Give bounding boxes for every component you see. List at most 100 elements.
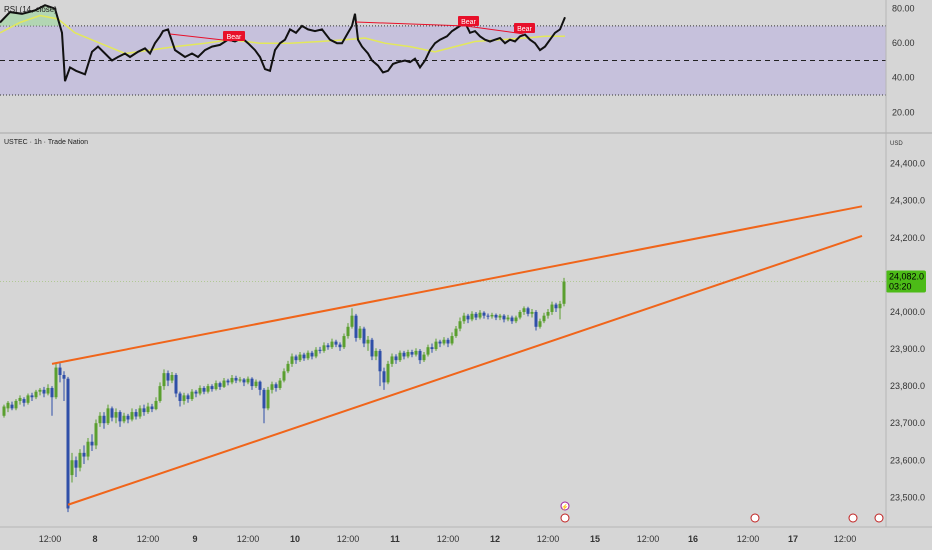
- candle-body: [30, 395, 34, 398]
- price-tick-label: 24,400.0: [890, 159, 925, 169]
- candle: [82, 445, 86, 464]
- candle: [530, 308, 534, 318]
- candle-body: [162, 373, 166, 387]
- bear-label-3-box[interactable]: [514, 23, 535, 33]
- candle: [86, 438, 90, 461]
- candle-body: [218, 383, 222, 387]
- last-price-tag: [886, 270, 926, 293]
- rsi-panel[interactable]: Bear Bear Bear RSI (14, close) 80.00 60.0…: [0, 4, 915, 118]
- candle-body: [206, 386, 210, 392]
- rsi-indicator-label[interactable]: RSI (14, close): [4, 5, 57, 14]
- candle: [78, 449, 82, 472]
- candle: [130, 408, 134, 422]
- candle: [246, 376, 250, 385]
- candle-body: [558, 303, 562, 309]
- us-event-flag-icon[interactable]: [750, 513, 760, 523]
- candle-body: [378, 350, 382, 372]
- candle-body: [246, 378, 250, 383]
- symbol-label[interactable]: USTEC · 1h · Trade Nation: [4, 139, 88, 146]
- bear-label-2: Bear: [461, 19, 476, 26]
- candle-body: [282, 371, 286, 381]
- rsi-overbought-fill: [0, 5, 62, 26]
- upper-wedge-trendline[interactable]: [51, 205, 863, 365]
- rsi-tick-label: 60.00: [892, 38, 915, 48]
- candle: [270, 381, 274, 394]
- candle: [394, 354, 398, 364]
- candle: [50, 386, 54, 416]
- candle-body: [398, 352, 402, 361]
- wedge-trendlines[interactable]: [51, 205, 863, 506]
- price-tick-label: 24,300.0: [890, 196, 925, 206]
- candle: [342, 333, 346, 350]
- lightning-event-icon[interactable]: [560, 501, 570, 511]
- candle: [486, 313, 490, 320]
- lower-wedge-trendline[interactable]: [67, 235, 863, 506]
- candle: [106, 404, 110, 426]
- candle: [542, 312, 546, 324]
- candle-body: [238, 379, 242, 381]
- us-event-flag-icon[interactable]: [848, 513, 858, 523]
- candle: [410, 349, 414, 358]
- candle: [370, 337, 374, 361]
- candle-body: [534, 311, 538, 327]
- candle: [558, 300, 562, 320]
- candle: [318, 346, 322, 354]
- candle-body: [418, 350, 422, 361]
- candle-body: [242, 379, 246, 383]
- candle-body: [270, 384, 274, 390]
- bear-label-3: Bear: [517, 26, 532, 33]
- us-event-flag-icon[interactable]: [874, 513, 884, 523]
- candle-body: [454, 328, 458, 337]
- candle: [526, 306, 530, 317]
- us-event-flag-icon[interactable]: [560, 513, 570, 523]
- candle: [450, 332, 454, 346]
- candle-body: [494, 314, 498, 318]
- time-tick-label: 9: [192, 534, 197, 544]
- candle: [238, 376, 242, 383]
- candle: [470, 311, 474, 322]
- candle-body: [278, 380, 282, 388]
- candle: [54, 363, 58, 400]
- candle-body: [150, 406, 154, 410]
- candle-body: [562, 281, 566, 304]
- candle: [418, 349, 422, 364]
- candle-body: [10, 404, 14, 409]
- time-tick-label: 12:00: [137, 534, 160, 544]
- candle-body: [386, 363, 390, 383]
- candle-body: [6, 402, 10, 409]
- candle-body: [350, 315, 354, 327]
- candle: [514, 315, 518, 324]
- candle-body: [430, 347, 434, 350]
- candle: [214, 380, 218, 391]
- candle-body: [510, 317, 514, 322]
- candle: [482, 311, 486, 319]
- candle: [498, 313, 502, 321]
- candle-body: [226, 380, 230, 383]
- candle: [114, 408, 118, 424]
- candle-body: [18, 397, 22, 401]
- candle-body: [346, 326, 350, 337]
- rsi-tick-label: 20.00: [892, 107, 915, 117]
- lightning-glyph: ⚡: [561, 503, 568, 511]
- candle-body: [538, 321, 542, 327]
- candle-body: [526, 308, 530, 314]
- candle-body: [390, 356, 394, 364]
- candle: [430, 343, 434, 353]
- candle-body: [446, 339, 450, 344]
- time-axis[interactable]: 12:00 8 12:00 9 12:00 10 12:00 11 12:00 12 12:00 15…: [39, 534, 857, 544]
- candle: [210, 384, 214, 392]
- candle-body: [338, 344, 342, 348]
- candle: [262, 387, 266, 424]
- bear-label-1-box[interactable]: [223, 31, 245, 41]
- candle: [366, 336, 370, 351]
- bear-label-2-box[interactable]: [458, 16, 479, 26]
- candle-body: [402, 352, 406, 357]
- candle: [230, 374, 234, 385]
- candle-body: [186, 395, 190, 400]
- candle: [182, 392, 186, 405]
- candle-body: [426, 347, 430, 355]
- candle-body: [126, 415, 130, 420]
- candle-body: [490, 314, 494, 317]
- price-panel[interactable]: USTEC · 1h · Trade Nation ⚡ 24,400.0 24,3…: [0, 139, 926, 523]
- candle: [250, 377, 254, 390]
